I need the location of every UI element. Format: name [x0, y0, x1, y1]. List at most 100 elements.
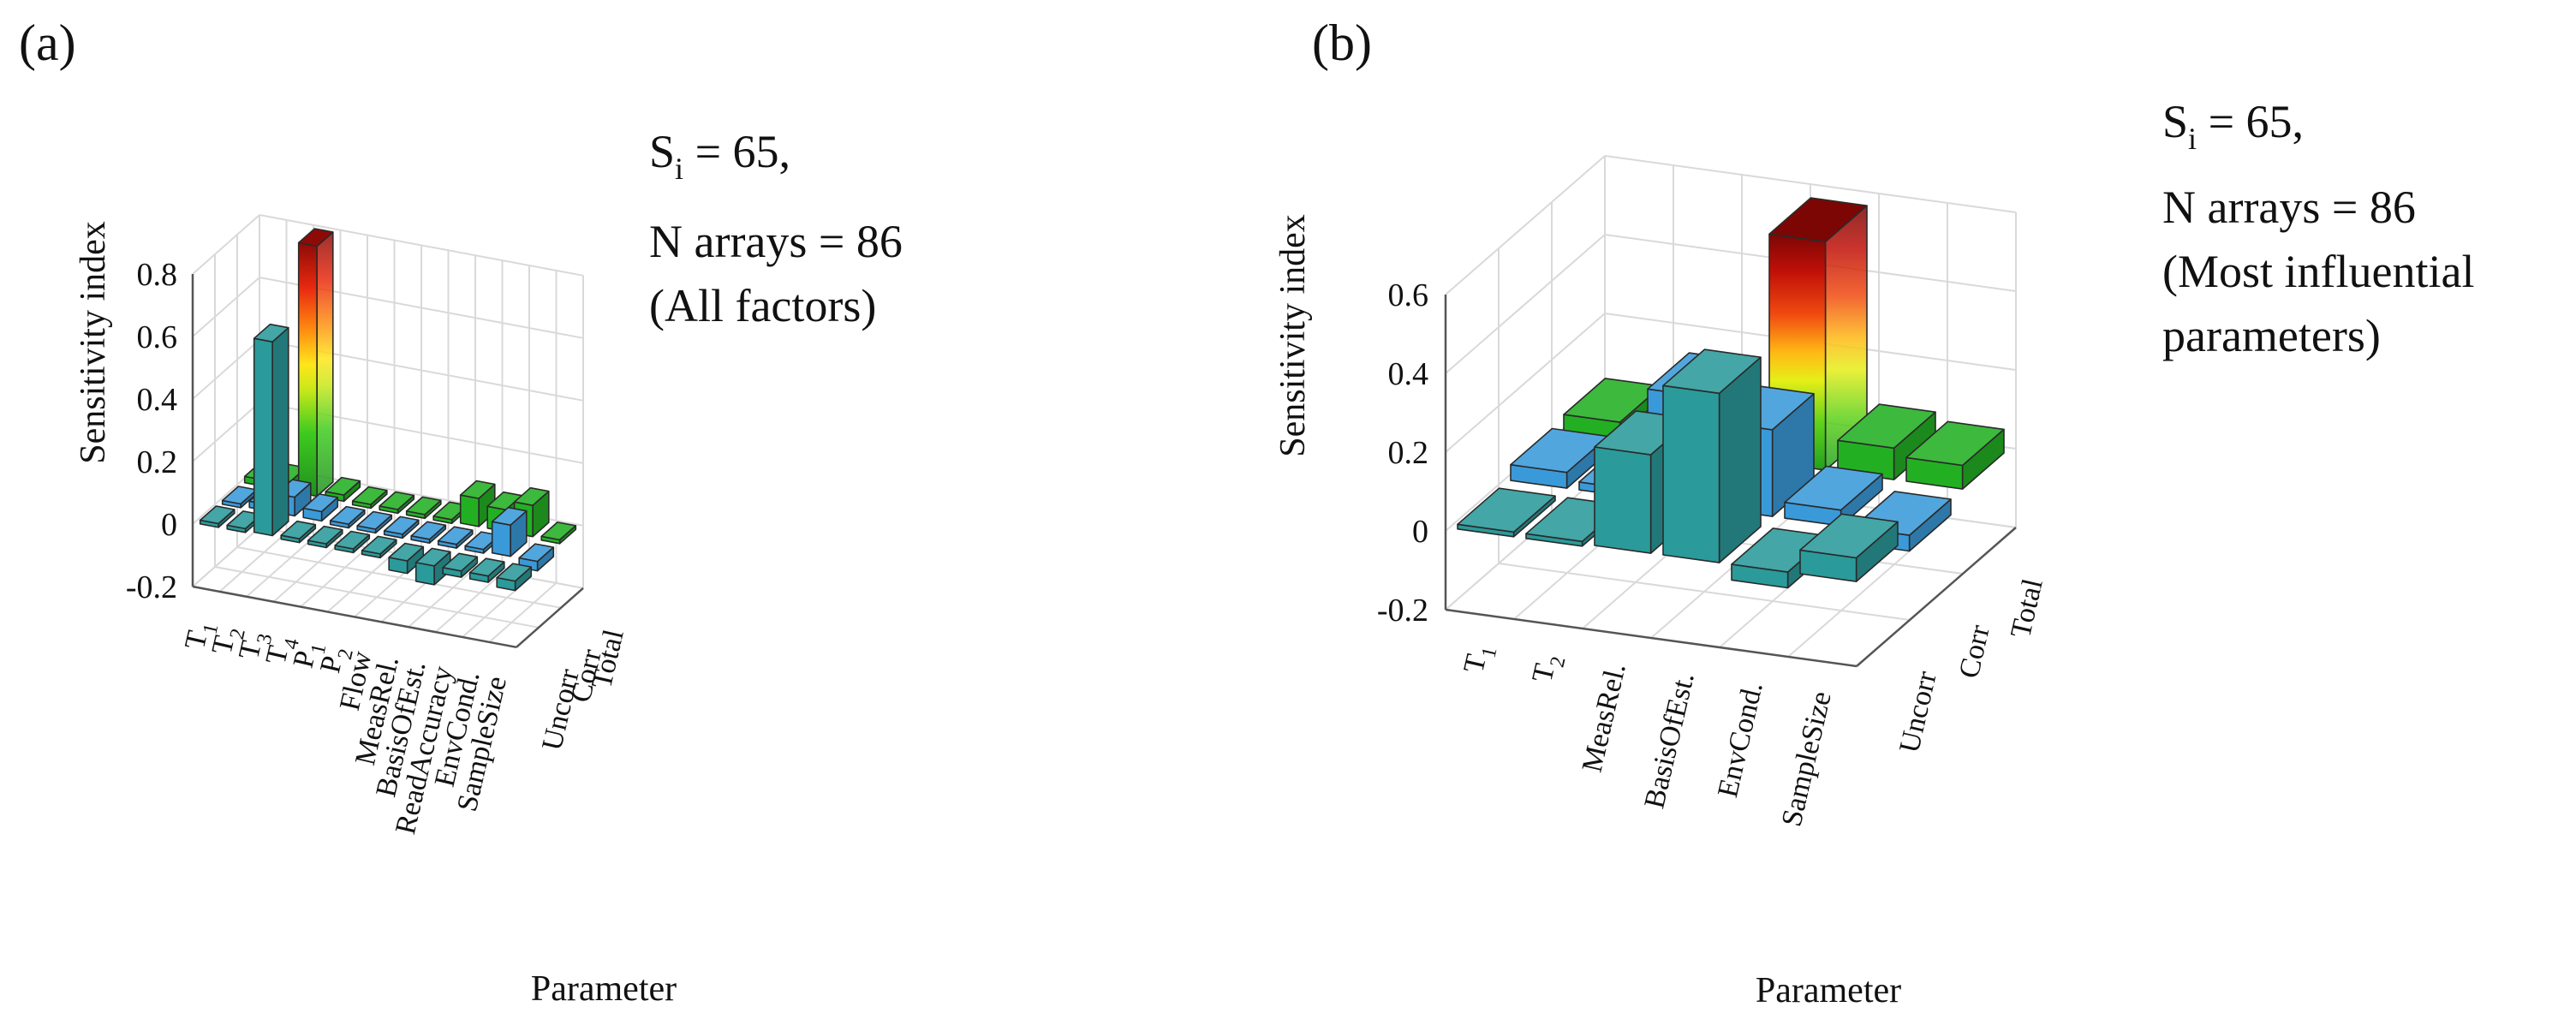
bar-corr-4 — [302, 493, 339, 522]
panel-b-label: (b) — [1312, 15, 1372, 71]
grid-line — [300, 546, 368, 608]
bar-total-6 — [379, 491, 415, 515]
bar-uncorr-11 — [468, 557, 505, 583]
x-tick-label: MeasRel. — [1577, 660, 1632, 775]
bar-top — [1905, 420, 2005, 467]
x-tick-label-sub: 2 — [226, 627, 250, 642]
x-tick-label-text: BasisOfEst. — [1638, 670, 1700, 812]
bar-top — [280, 520, 317, 540]
bar-total-4 — [325, 476, 361, 503]
panel-b-annotation-scope-line1: (Most influential — [2162, 246, 2474, 297]
y-axis-line — [1856, 527, 2017, 667]
bar-top — [1799, 513, 1899, 559]
bar-front — [459, 494, 480, 527]
grid-line — [1445, 470, 1606, 611]
grid-line — [192, 339, 260, 400]
row-tick-label: Corr — [1953, 622, 1996, 682]
bar-top — [388, 542, 425, 562]
bar-top — [199, 505, 236, 525]
panel-b-annotation-si-rest: = 65, — [2197, 96, 2304, 147]
bar-total-12 — [540, 521, 577, 545]
grid-line — [408, 567, 476, 628]
y-tick-label: 0.2 — [137, 444, 178, 480]
bar-top — [410, 521, 447, 540]
bar-uncorr-12 — [496, 563, 533, 592]
x-tick-label-text: MeasRel. — [1577, 660, 1632, 775]
x-tick-label-sub: 1 — [307, 641, 331, 657]
row-tick-label: Total — [2005, 575, 2049, 641]
bar-side — [271, 326, 289, 537]
bar-uncorr-5 — [307, 525, 343, 549]
bar-uncorr-1 — [1457, 487, 1556, 538]
grid-line — [192, 214, 260, 275]
y-tick-label: 0.8 — [137, 257, 178, 293]
bar-corr-5 — [329, 505, 366, 529]
panel-b-y-ticks: -0.2 0 0.2 0.4 0.6 — [1377, 277, 1428, 629]
x-tick-label-sub: 4 — [280, 636, 304, 652]
panel-a-annotation-scope: (All factors) — [649, 280, 876, 331]
y-tick-label: 0.4 — [1388, 356, 1429, 392]
x-tick-label-sub: 1 — [199, 622, 223, 637]
x-tick-label: T1 — [179, 617, 223, 653]
bar-top — [329, 505, 366, 525]
bar-uncorr-4 — [280, 520, 317, 544]
bar-top — [302, 493, 339, 513]
grid-line — [488, 582, 558, 643]
y-tick-label: 0.4 — [137, 382, 178, 418]
y-tick-label: 0.6 — [137, 319, 178, 355]
bar-top — [513, 486, 550, 507]
bar-top — [518, 543, 555, 563]
bar-side — [316, 231, 334, 498]
bar-top — [253, 323, 289, 343]
panel-a-bars — [199, 228, 577, 592]
panel-b-category-labels: T1 T2 MeasRel. BasisOfEst. EnvCond. SampleSiz… — [1458, 641, 1838, 830]
panel-a-annotation-arrays: N arrays = 86 — [649, 216, 903, 267]
y-tick-label: -0.2 — [126, 569, 177, 605]
bar-uncorr-3 — [253, 323, 289, 537]
panel-a-label: (a) — [19, 15, 76, 71]
bar-top — [379, 491, 415, 510]
y-tick-label: 0.6 — [1388, 277, 1429, 313]
bar-corr-7 — [383, 515, 420, 539]
bar-corr-11 — [491, 506, 528, 557]
bar-uncorr-8 — [388, 542, 425, 575]
bar-top — [1837, 403, 1936, 450]
panel-a-category-labels: T1T2T3T4P1P2FlowMeasRel.BasisOfEst.ReadA… — [179, 617, 513, 837]
bar-top — [491, 506, 528, 527]
grid-line — [192, 277, 260, 337]
bar-top — [351, 486, 388, 505]
bar-uncorr-7 — [361, 535, 397, 559]
grid-line — [1445, 234, 1606, 374]
panel-b-annotation-si: Si = 65, — [2162, 96, 2304, 156]
bar-corr-8 — [410, 521, 447, 545]
panel-a-y-axis-title: Sensitivity index — [74, 221, 113, 464]
grid-line — [1498, 563, 1911, 621]
bar-top — [1457, 487, 1556, 533]
y-tick-label: 0 — [1412, 514, 1428, 550]
x-tick-label: SampleSize — [1776, 688, 1838, 830]
y-axis-line — [516, 587, 584, 648]
x-tick-label-text: SampleSize — [1776, 688, 1838, 830]
x-axis-line — [1445, 608, 1857, 668]
grid-line — [1445, 313, 1606, 453]
grid-line — [214, 566, 540, 629]
bar-top — [442, 552, 479, 572]
panel-a-annotation-si-base: S — [649, 126, 675, 177]
bar-top — [1768, 197, 1868, 243]
grid-line — [246, 537, 314, 598]
x-tick-label: T1 — [1458, 641, 1501, 677]
panel-a-annotation-si-rest: = 65, — [683, 126, 790, 177]
bar-top — [468, 557, 505, 577]
panel-b-annotation-scope-line2: parameters) — [2162, 310, 2381, 361]
bar-uncorr-6 — [334, 530, 371, 554]
x-tick-label-sub: 3 — [253, 632, 277, 647]
panel-b-y-axis-title: Sensitivity index — [1273, 214, 1313, 457]
x-tick-label: T2 — [1526, 651, 1570, 687]
bar-top — [496, 563, 533, 582]
grid-line — [192, 402, 260, 462]
bar-total-7 — [405, 496, 442, 520]
grid-line — [272, 541, 342, 603]
x-tick-label-sub: 2 — [334, 647, 358, 662]
bar-top — [361, 535, 397, 555]
